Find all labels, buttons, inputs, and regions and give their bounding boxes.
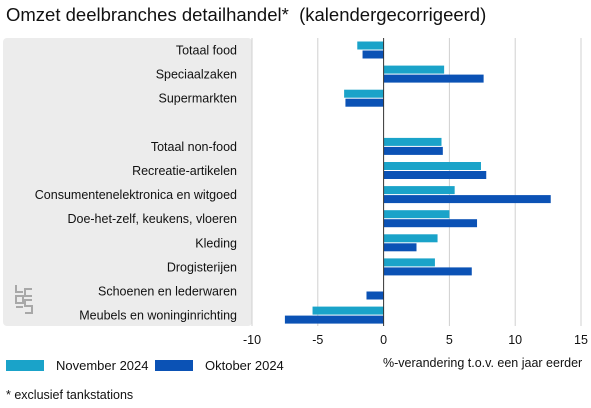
category-label-speciaalzaken: Speciaalzaken [156,68,237,82]
category-label-totaal-non-food: Totaal non-food [151,140,237,154]
footnote: * exclusief tankstations [6,388,134,402]
bar-november-recreatie-artikelen [383,162,481,170]
bar-november-totaal-non-food [383,137,442,146]
legend-swatch-november [6,360,44,371]
bar-november-doe-het-zelf-keukens-vloeren [383,210,450,219]
bar-oktober-consumentenelektronica-en-witgoed [383,195,551,204]
bar-november-totaal-food [357,41,384,50]
bar-november-consumentenelektronica-en-witgoed [383,186,455,195]
bar-oktober-doe-het-zelf-keukens-vloeren [383,219,478,228]
category-label-drogisterijen: Drogisterijen [167,260,237,274]
bar-november-meubels-en-woninginrichting [312,306,384,315]
bar-november-speciaalzaken [383,65,445,74]
category-label-schoenen-en-lederwaren: Schoenen en lederwaren [98,285,237,299]
bar-oktober-schoenen-en-lederwaren [366,291,384,300]
bar-november-kleding [383,234,438,243]
x-tick-label: -10 [243,333,261,347]
bar-oktober-totaal-food [362,50,384,59]
category-label-recreatie-artikelen: Recreatie-artikelen [132,164,237,178]
category-label-meubels-en-woninginrichting: Meubels en woninginrichting [79,309,237,323]
x-tick-label: 0 [380,333,387,347]
x-tick-label: 15 [574,333,588,347]
page-title: Omzet deelbranches detailhandel* (kalend… [6,4,487,25]
bar-oktober-totaal-non-food [383,146,443,155]
bar-november-drogisterijen [383,258,435,267]
legend-item-november: November 2024 [6,358,149,373]
x-tick-labels: -10 -5 0 5 10 15 [243,333,588,347]
bar-november-supermarkten [344,89,384,98]
category-label-supermarkten: Supermarkten [158,92,237,106]
cbs-logo [15,285,33,314]
bar-oktober-recreatie-artikelen [383,171,487,179]
category-label-doe-het-zelf-keukens-vloeren: Doe-het-zelf, keukens, vloeren [67,212,237,226]
bar-oktober-speciaalzaken [383,74,484,83]
gridlines [251,38,582,326]
legend-label-november: November 2024 [56,358,149,373]
x-axis-label: %-verandering t.o.v. een jaar eerder [383,356,583,370]
legend-label-oktober: Oktober 2024 [205,358,284,373]
x-tick-label: 5 [446,333,453,347]
bar-oktober-kleding [383,243,417,252]
bar-oktober-drogisterijen [383,267,472,276]
label-panel [3,38,252,326]
legend-swatch-oktober [155,360,193,371]
category-label-consumentenelektronica-en-witgoed: Consumentenelektronica en witgoed [35,188,237,202]
x-tick-label: 10 [508,333,522,347]
x-tick-label: -5 [312,333,323,347]
legend-item-oktober: Oktober 2024 [155,358,284,373]
category-label-totaal-food: Totaal food [176,44,237,58]
bars [284,41,551,324]
category-label-kleding: Kleding [195,236,237,250]
bar-oktober-supermarkten [345,98,384,107]
bar-oktober-meubels-en-woninginrichting [284,315,384,324]
category-labels: Totaal food Speciaalzaken Supermarkten Tota… [35,44,237,323]
